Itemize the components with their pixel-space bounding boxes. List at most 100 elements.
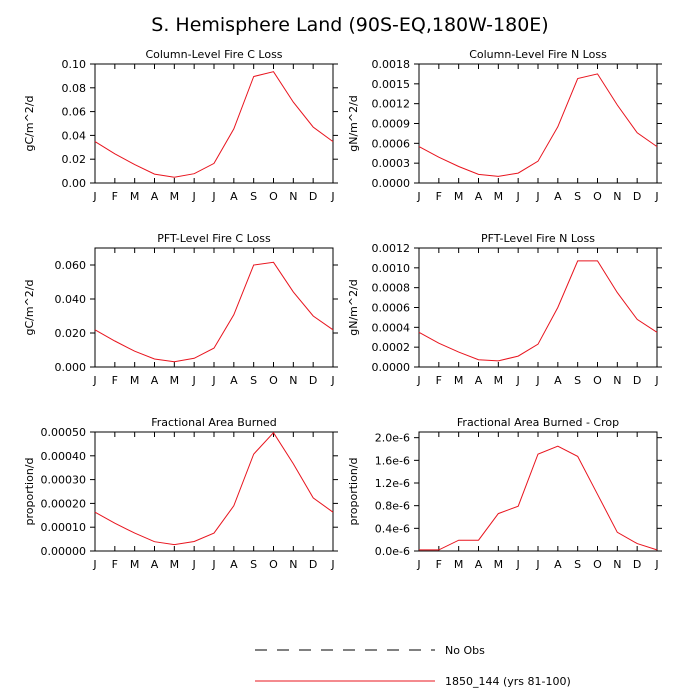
legend-label-model: 1850_144 (yrs 81-100) xyxy=(445,675,571,688)
x-tick-label: J xyxy=(654,374,658,387)
x-tick-label: S xyxy=(250,190,257,203)
y-tick-label: 0.06 xyxy=(62,106,87,119)
x-tick-label: J xyxy=(192,558,196,571)
x-tick-label: N xyxy=(613,374,621,387)
y-axis-label: proportion/d xyxy=(347,458,360,526)
x-tick-label: N xyxy=(289,190,297,203)
series-line xyxy=(94,431,334,546)
y-tick-label: 0.0012 xyxy=(372,242,411,255)
legend-label-no-obs: No Obs xyxy=(445,644,485,657)
x-tick-label: D xyxy=(309,190,317,203)
y-axis-label: proportion/d xyxy=(23,458,36,526)
y-tick-label: 0.0008 xyxy=(372,282,411,295)
x-tick-label: A xyxy=(554,190,562,203)
x-tick-label: M xyxy=(170,190,180,203)
x-tick-label: O xyxy=(593,374,602,387)
x-tick-label: J xyxy=(211,190,215,203)
x-tick-label: D xyxy=(309,558,317,571)
x-tick-label: M xyxy=(494,374,504,387)
x-tick-label: D xyxy=(309,374,317,387)
y-tick-label: 0.00000 xyxy=(41,545,87,558)
x-tick-label: D xyxy=(633,190,641,203)
x-tick-label: A xyxy=(475,190,483,203)
x-tick-label: J xyxy=(92,558,96,571)
y-tick-label: 0.8e-6 xyxy=(375,500,410,513)
x-tick-label: J xyxy=(330,558,334,571)
x-tick-label: O xyxy=(269,558,278,571)
x-tick-label: A xyxy=(151,558,159,571)
y-tick-label: 1.2e-6 xyxy=(375,477,410,490)
x-tick-label: A xyxy=(554,558,562,571)
x-tick-label: F xyxy=(436,374,442,387)
y-tick-label: 0.0006 xyxy=(372,302,411,315)
y-tick-label: 0.020 xyxy=(55,327,87,340)
x-tick-label: J xyxy=(516,558,520,571)
x-tick-label: M xyxy=(454,558,464,571)
panel-title: Fractional Area Burned xyxy=(151,416,277,429)
x-tick-label: O xyxy=(593,558,602,571)
legend: No Obs 1850_144 (yrs 81-100) xyxy=(255,644,571,688)
x-tick-label: D xyxy=(633,558,641,571)
x-tick-label: A xyxy=(151,190,159,203)
series-line xyxy=(418,260,658,362)
x-tick-label: F xyxy=(436,190,442,203)
x-tick-label: J xyxy=(211,374,215,387)
x-tick-label: J xyxy=(192,190,196,203)
y-tick-label: 2.0e-6 xyxy=(375,432,410,445)
y-tick-label: 0.0009 xyxy=(372,118,411,131)
x-tick-label: F xyxy=(112,190,118,203)
y-axis-label: gN/m^2/d xyxy=(347,279,360,336)
panel-title: Column-Level Fire N Loss xyxy=(469,48,607,61)
x-tick-label: O xyxy=(593,190,602,203)
y-tick-label: 0.040 xyxy=(55,293,87,306)
plot-frame xyxy=(94,63,334,184)
y-tick-label: 0.00030 xyxy=(41,474,87,487)
x-tick-label: N xyxy=(613,190,621,203)
x-tick-label: J xyxy=(92,190,96,203)
x-tick-label: M xyxy=(130,190,140,203)
y-axis-label: gC/m^2/d xyxy=(23,96,36,152)
y-tick-label: 0.0000 xyxy=(372,177,411,190)
x-tick-label: S xyxy=(574,374,581,387)
y-tick-label: 0.0003 xyxy=(372,157,411,170)
x-tick-label: J xyxy=(654,558,658,571)
x-tick-label: J xyxy=(516,374,520,387)
y-tick-label: 0.000 xyxy=(55,361,87,374)
x-tick-label: A xyxy=(230,374,238,387)
y-tick-label: 0.0018 xyxy=(372,58,411,71)
y-tick-label: 0.0006 xyxy=(372,137,411,150)
y-tick-label: 0.060 xyxy=(55,259,87,272)
x-tick-label: J xyxy=(211,558,215,571)
x-tick-label: S xyxy=(250,558,257,571)
x-tick-label: N xyxy=(289,558,297,571)
x-tick-label: A xyxy=(475,558,483,571)
y-tick-label: 0.00050 xyxy=(41,426,87,439)
y-tick-label: 0.04 xyxy=(62,129,87,142)
y-tick-label: 0.0012 xyxy=(372,98,411,111)
x-tick-label: M xyxy=(130,374,140,387)
y-tick-label: 0.0004 xyxy=(372,321,411,334)
x-tick-label: S xyxy=(574,190,581,203)
x-tick-label: A xyxy=(151,374,159,387)
y-tick-label: 0.00010 xyxy=(41,521,87,534)
y-tick-label: 0.00020 xyxy=(41,497,87,510)
series-line xyxy=(418,73,658,177)
figure-title: S. Hemisphere Land (90S-EQ,180W-180E) xyxy=(151,14,548,36)
x-tick-label: A xyxy=(475,374,483,387)
x-tick-label: O xyxy=(269,190,278,203)
y-tick-label: 0.10 xyxy=(62,58,87,71)
x-tick-label: M xyxy=(454,190,464,203)
x-tick-label: N xyxy=(289,374,297,387)
x-tick-label: S xyxy=(250,374,257,387)
y-tick-label: 0.00 xyxy=(62,177,87,190)
panel-title: PFT-Level Fire C Loss xyxy=(157,232,271,245)
x-tick-label: M xyxy=(494,190,504,203)
x-tick-label: A xyxy=(554,374,562,387)
chart-panel-6: Fractional Area Burned - Crop proportion/… xyxy=(347,416,662,571)
x-tick-label: F xyxy=(436,558,442,571)
